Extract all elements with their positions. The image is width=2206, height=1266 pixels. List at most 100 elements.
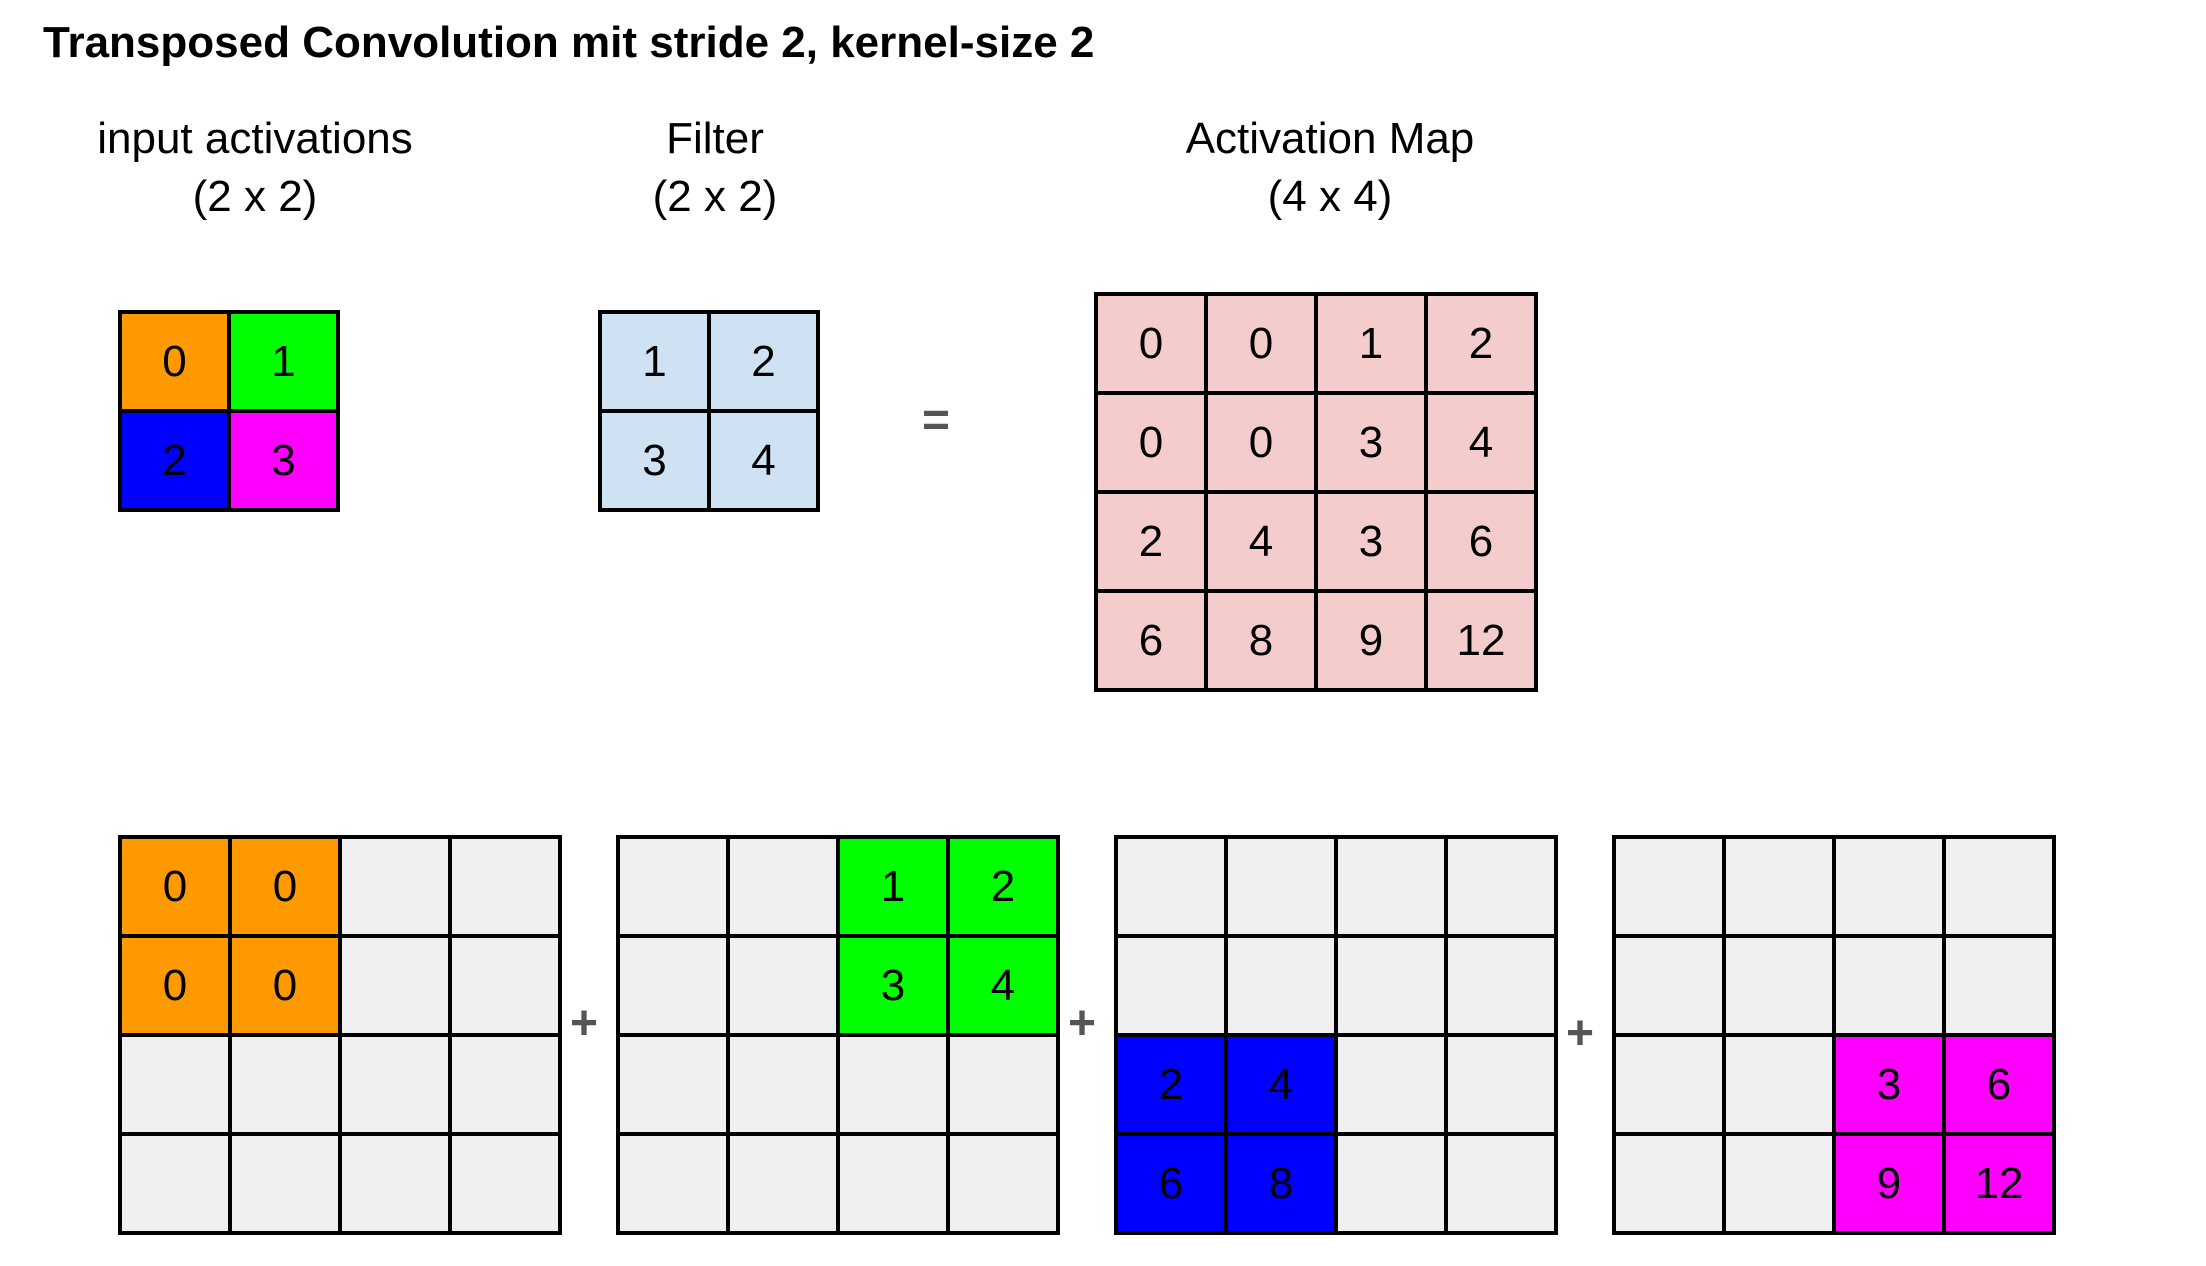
filter-label-line2: (2 x 2) <box>652 172 778 221</box>
input-label-line1: input activations <box>97 114 413 163</box>
input-cell: 0 <box>122 314 227 409</box>
partial-empty-cell <box>122 1037 228 1132</box>
partial-empty-cell <box>1836 839 1942 934</box>
activation-map-cell: 4 <box>1208 494 1314 589</box>
partial-filled-cell: 8 <box>1228 1136 1334 1231</box>
plus-sign-3: + <box>1566 1007 1595 1060</box>
partial-empty-cell <box>452 938 558 1033</box>
partial-filled-cell: 0 <box>122 839 228 934</box>
activation-map-cell: 0 <box>1208 395 1314 490</box>
activation-map-cell: 4 <box>1428 395 1534 490</box>
partial-empty-cell <box>342 938 448 1033</box>
partial-filled-cell: 6 <box>1118 1136 1224 1231</box>
partial-empty-cell <box>840 1136 946 1231</box>
partial-empty-cell <box>452 839 558 934</box>
partial-empty-cell <box>122 1136 228 1231</box>
activation-map-cell: 8 <box>1208 593 1314 688</box>
partial-empty-cell <box>730 839 836 934</box>
partial-filled-cell: 0 <box>122 938 228 1033</box>
partial-filled-cell: 4 <box>1228 1037 1334 1132</box>
activation-map-cell: 12 <box>1428 593 1534 688</box>
activation-map-cell: 3 <box>1318 395 1424 490</box>
partial-filled-cell: 6 <box>1946 1037 2052 1132</box>
filter-label-line1: Filter <box>666 114 764 163</box>
partial-filled-cell: 2 <box>950 839 1056 934</box>
equals-sign: = <box>922 394 951 447</box>
partial-empty-cell <box>342 1037 448 1132</box>
partial-empty-cell <box>1726 938 1832 1033</box>
activation-map-cell: 9 <box>1318 593 1424 688</box>
partial-empty-cell <box>1726 1136 1832 1231</box>
partial-empty-cell <box>1726 1037 1832 1132</box>
partial-filled-cell: 1 <box>840 839 946 934</box>
partial-grid-magenta: 3 6 9 12 <box>1612 835 2056 1235</box>
partial-empty-cell <box>1616 1136 1722 1231</box>
output-label-line1: Activation Map <box>1185 114 1475 163</box>
partial-empty-cell <box>1228 839 1334 934</box>
partial-empty-cell <box>1616 839 1722 934</box>
partial-empty-cell <box>1616 1037 1722 1132</box>
partial-empty-cell <box>232 1037 338 1132</box>
partial-empty-cell <box>1946 839 2052 934</box>
filter-cell: 1 <box>602 314 707 409</box>
partial-empty-cell <box>1946 938 2052 1033</box>
activation-map-cell: 1 <box>1318 296 1424 391</box>
partial-empty-cell <box>342 839 448 934</box>
partial-empty-cell <box>1338 938 1444 1033</box>
activation-map-cell: 0 <box>1098 395 1204 490</box>
partial-empty-cell <box>342 1136 448 1231</box>
partial-empty-cell <box>620 938 726 1033</box>
partial-empty-cell <box>232 1136 338 1231</box>
partial-empty-cell <box>840 1037 946 1132</box>
filter-cell: 3 <box>602 413 707 508</box>
filter-label: Filter (2 x 2) <box>590 110 840 226</box>
partial-empty-cell <box>452 1136 558 1231</box>
partial-empty-cell <box>1616 938 1722 1033</box>
partial-empty-cell <box>620 1037 726 1132</box>
partial-empty-cell <box>730 1037 836 1132</box>
partial-empty-cell <box>950 1136 1056 1231</box>
partial-empty-cell <box>1448 1136 1554 1231</box>
activation-map-cell: 2 <box>1428 296 1534 391</box>
partial-empty-cell <box>452 1037 558 1132</box>
activation-map-cell: 0 <box>1098 296 1204 391</box>
activation-map-cell: 6 <box>1098 593 1204 688</box>
diagram-title: Transposed Convolution mit stride 2, ker… <box>43 18 1095 67</box>
partial-empty-cell <box>730 1136 836 1231</box>
partial-empty-cell <box>1338 839 1444 934</box>
partial-empty-cell <box>1836 938 1942 1033</box>
partial-filled-cell: 4 <box>950 938 1056 1033</box>
output-label-line2: (4 x 4) <box>1267 172 1393 221</box>
filter-cell: 2 <box>711 314 816 409</box>
input-cell: 1 <box>231 314 336 409</box>
partial-filled-cell: 12 <box>1946 1136 2052 1231</box>
partial-empty-cell <box>1118 839 1224 934</box>
partial-empty-cell <box>1726 839 1832 934</box>
partial-empty-cell <box>1118 938 1224 1033</box>
input-label-line2: (2 x 2) <box>192 172 318 221</box>
partial-empty-cell <box>620 1136 726 1231</box>
partial-empty-cell <box>1338 1037 1444 1132</box>
partial-empty-cell <box>950 1037 1056 1132</box>
partial-filled-cell: 0 <box>232 938 338 1033</box>
partial-empty-cell <box>1448 938 1554 1033</box>
partial-filled-cell: 9 <box>1836 1136 1942 1231</box>
input-cell: 2 <box>122 413 227 508</box>
activation-map-grid: 0 0 1 2 0 0 3 4 2 4 3 6 6 8 9 12 <box>1094 292 1538 692</box>
partial-empty-cell <box>1448 839 1554 934</box>
activation-map-cell: 3 <box>1318 494 1424 589</box>
partial-filled-cell: 3 <box>1836 1037 1942 1132</box>
partial-empty-cell <box>1228 938 1334 1033</box>
plus-sign-2: + <box>1068 997 1097 1050</box>
partial-filled-cell: 2 <box>1118 1037 1224 1132</box>
partial-filled-cell: 3 <box>840 938 946 1033</box>
partial-empty-cell <box>620 839 726 934</box>
input-label: input activations (2 x 2) <box>80 110 430 226</box>
filter-cell: 4 <box>711 413 816 508</box>
plus-sign-1: + <box>570 997 599 1050</box>
